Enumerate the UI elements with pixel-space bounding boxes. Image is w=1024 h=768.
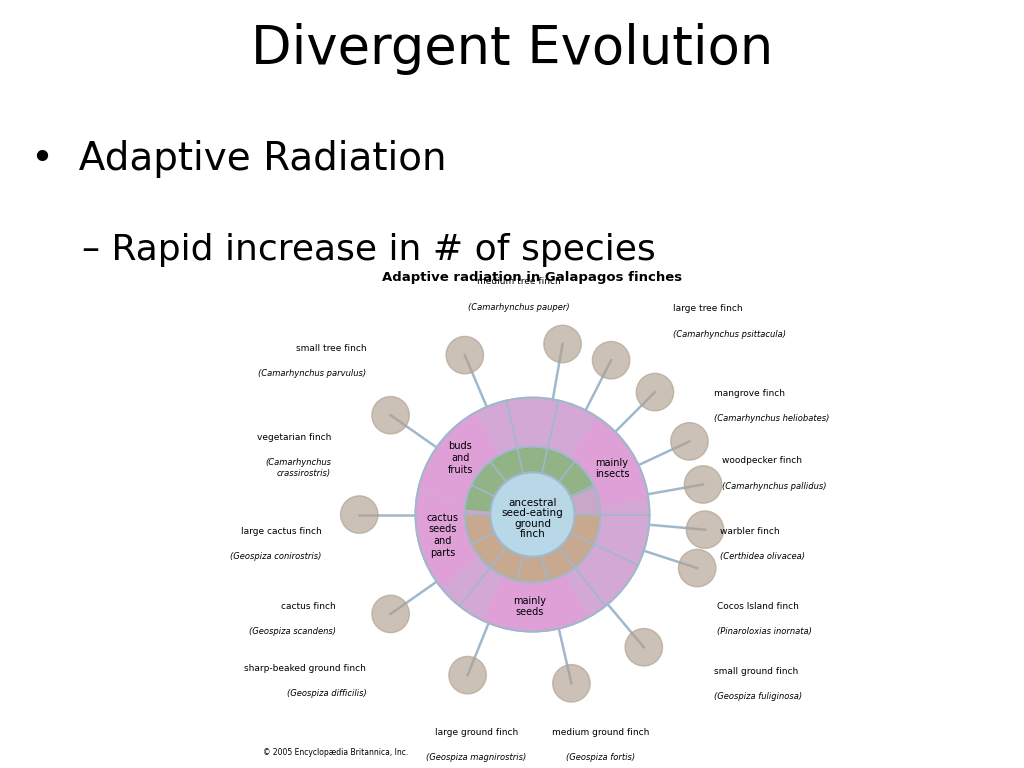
Circle shape	[446, 336, 483, 374]
Text: (Geospiza magnirostris): (Geospiza magnirostris)	[426, 753, 526, 763]
Wedge shape	[466, 515, 599, 581]
Wedge shape	[418, 413, 499, 501]
Text: mainly
insects: mainly insects	[595, 458, 630, 479]
Text: medium ground finch: medium ground finch	[552, 728, 649, 737]
Text: Adaptive radiation in Galapagos finches: Adaptive radiation in Galapagos finches	[382, 271, 683, 284]
Text: (Geospiza fortis): (Geospiza fortis)	[566, 753, 635, 763]
Text: finch: finch	[519, 529, 546, 539]
Text: mangrove finch: mangrove finch	[714, 389, 784, 398]
Text: large ground finch: large ground finch	[434, 728, 518, 737]
Text: small ground finch: small ground finch	[714, 667, 798, 676]
Text: ancestral: ancestral	[508, 498, 557, 508]
Circle shape	[553, 664, 590, 702]
Text: Cocos Island finch: Cocos Island finch	[718, 601, 800, 611]
Circle shape	[625, 628, 663, 666]
Circle shape	[372, 396, 410, 434]
Text: vegetarian finch: vegetarian finch	[257, 433, 331, 442]
Text: Divergent Evolution: Divergent Evolution	[251, 23, 773, 75]
Text: large cactus finch: large cactus finch	[241, 527, 322, 535]
Text: (Geospiza fuliginosa): (Geospiza fuliginosa)	[714, 693, 802, 701]
Wedge shape	[483, 574, 588, 631]
Text: (Camarhynchus pallidus): (Camarhynchus pallidus)	[722, 482, 826, 491]
Text: mainly
seeds: mainly seeds	[513, 595, 546, 617]
Text: (Camarhynchus parvulus): (Camarhynchus parvulus)	[258, 369, 367, 379]
Text: ground: ground	[514, 519, 551, 529]
Text: sharp-beaked ground finch: sharp-beaked ground finch	[245, 664, 367, 673]
Circle shape	[671, 422, 709, 460]
Circle shape	[341, 496, 378, 533]
Circle shape	[686, 511, 724, 548]
Text: (Geospiza difficilis): (Geospiza difficilis)	[287, 689, 367, 698]
Text: (Camarhynchus
crassirostris): (Camarhynchus crassirostris)	[265, 458, 331, 478]
Text: warbler finch: warbler finch	[720, 527, 779, 535]
Wedge shape	[466, 448, 593, 511]
Text: (Certhidea olivacea): (Certhidea olivacea)	[720, 552, 805, 561]
Text: (Pinaroloxias inornata): (Pinaroloxias inornata)	[718, 627, 812, 636]
Text: medium tree finch: medium tree finch	[476, 277, 560, 286]
Text: – Rapid increase in # of species: – Rapid increase in # of species	[82, 233, 655, 267]
Circle shape	[544, 326, 582, 362]
Text: (Camarhynchus pauper): (Camarhynchus pauper)	[468, 303, 569, 312]
Text: large tree finch: large tree finch	[673, 304, 742, 313]
Text: woodpecker finch: woodpecker finch	[722, 456, 802, 465]
Text: small tree finch: small tree finch	[296, 344, 367, 353]
Circle shape	[593, 342, 630, 379]
Circle shape	[684, 465, 722, 503]
Circle shape	[372, 595, 410, 633]
Text: cactus finch: cactus finch	[282, 601, 336, 611]
Circle shape	[636, 373, 674, 411]
Circle shape	[490, 472, 574, 557]
Text: cactus
seeds
and
parts: cactus seeds and parts	[427, 513, 459, 558]
Text: (Geospiza conirostris): (Geospiza conirostris)	[230, 552, 322, 561]
Text: •  Adaptive Radiation: • Adaptive Radiation	[31, 140, 446, 178]
Circle shape	[679, 549, 716, 587]
Circle shape	[449, 657, 486, 694]
Text: buds
and
fruits: buds and fruits	[447, 442, 473, 475]
Text: (Camarhynchus psittacula): (Camarhynchus psittacula)	[673, 329, 785, 339]
Wedge shape	[570, 418, 648, 505]
Text: (Camarhynchus heliobates): (Camarhynchus heliobates)	[714, 414, 829, 423]
Wedge shape	[416, 495, 479, 587]
Text: (Geospiza scandens): (Geospiza scandens)	[249, 627, 336, 636]
Text: © 2005 Encyclopædia Britannica, Inc.: © 2005 Encyclopædia Britannica, Inc.	[263, 748, 409, 756]
Text: seed-eating: seed-eating	[502, 508, 563, 518]
